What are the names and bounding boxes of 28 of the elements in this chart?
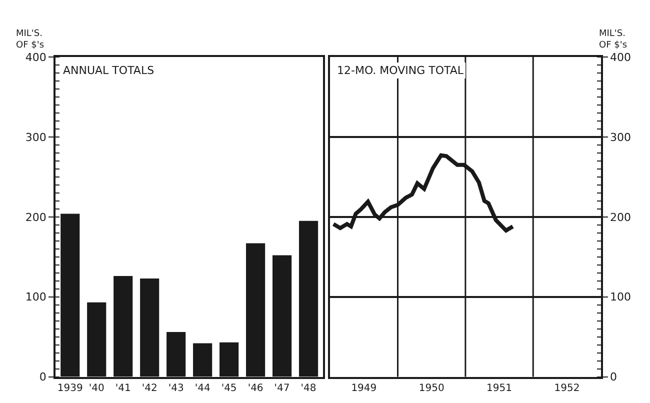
x-tick-label: 1952 xyxy=(554,382,580,394)
x-tick-label: 1949 xyxy=(351,382,377,394)
x-tick-label: '48 xyxy=(300,382,316,394)
text: ANNUAL TOTALS xyxy=(63,64,154,77)
x-tick-label: '40 xyxy=(88,382,104,394)
y-tick-label: 0 xyxy=(39,370,46,384)
x-tick-label: '46 xyxy=(248,382,264,394)
y2-axis-title: MIL'S. OF $'s xyxy=(599,29,628,51)
x-tick-label: '41 xyxy=(115,382,131,394)
x-tick-label: '45 xyxy=(221,382,237,394)
x-tick-label: 1951 xyxy=(486,382,512,394)
x-tick-label: 1939 xyxy=(57,382,83,394)
y-tick-label: 100 xyxy=(25,290,46,304)
x-tick-label: '43 xyxy=(168,382,184,394)
x-tick-label: '44 xyxy=(194,382,210,394)
text: 12-MO. MOVING TOTAL xyxy=(337,64,464,77)
y2-tick-label: 100 xyxy=(610,290,631,304)
y-tick-label: 400 xyxy=(25,50,46,64)
y-tick-label: 200 xyxy=(25,210,46,224)
y-tick-label: 300 xyxy=(25,130,46,144)
y2-tick-label: 200 xyxy=(610,210,631,224)
y2-tick-label: 300 xyxy=(610,130,631,144)
x-tick-label: '47 xyxy=(274,382,290,394)
x-tick-label: 1950 xyxy=(418,382,444,394)
y2-tick-label: 400 xyxy=(610,50,631,64)
y2-tick-label: 0 xyxy=(610,370,617,384)
x-tick-label: '42 xyxy=(142,382,158,394)
y-axis-title: MIL'S. OF $'s xyxy=(16,29,44,51)
